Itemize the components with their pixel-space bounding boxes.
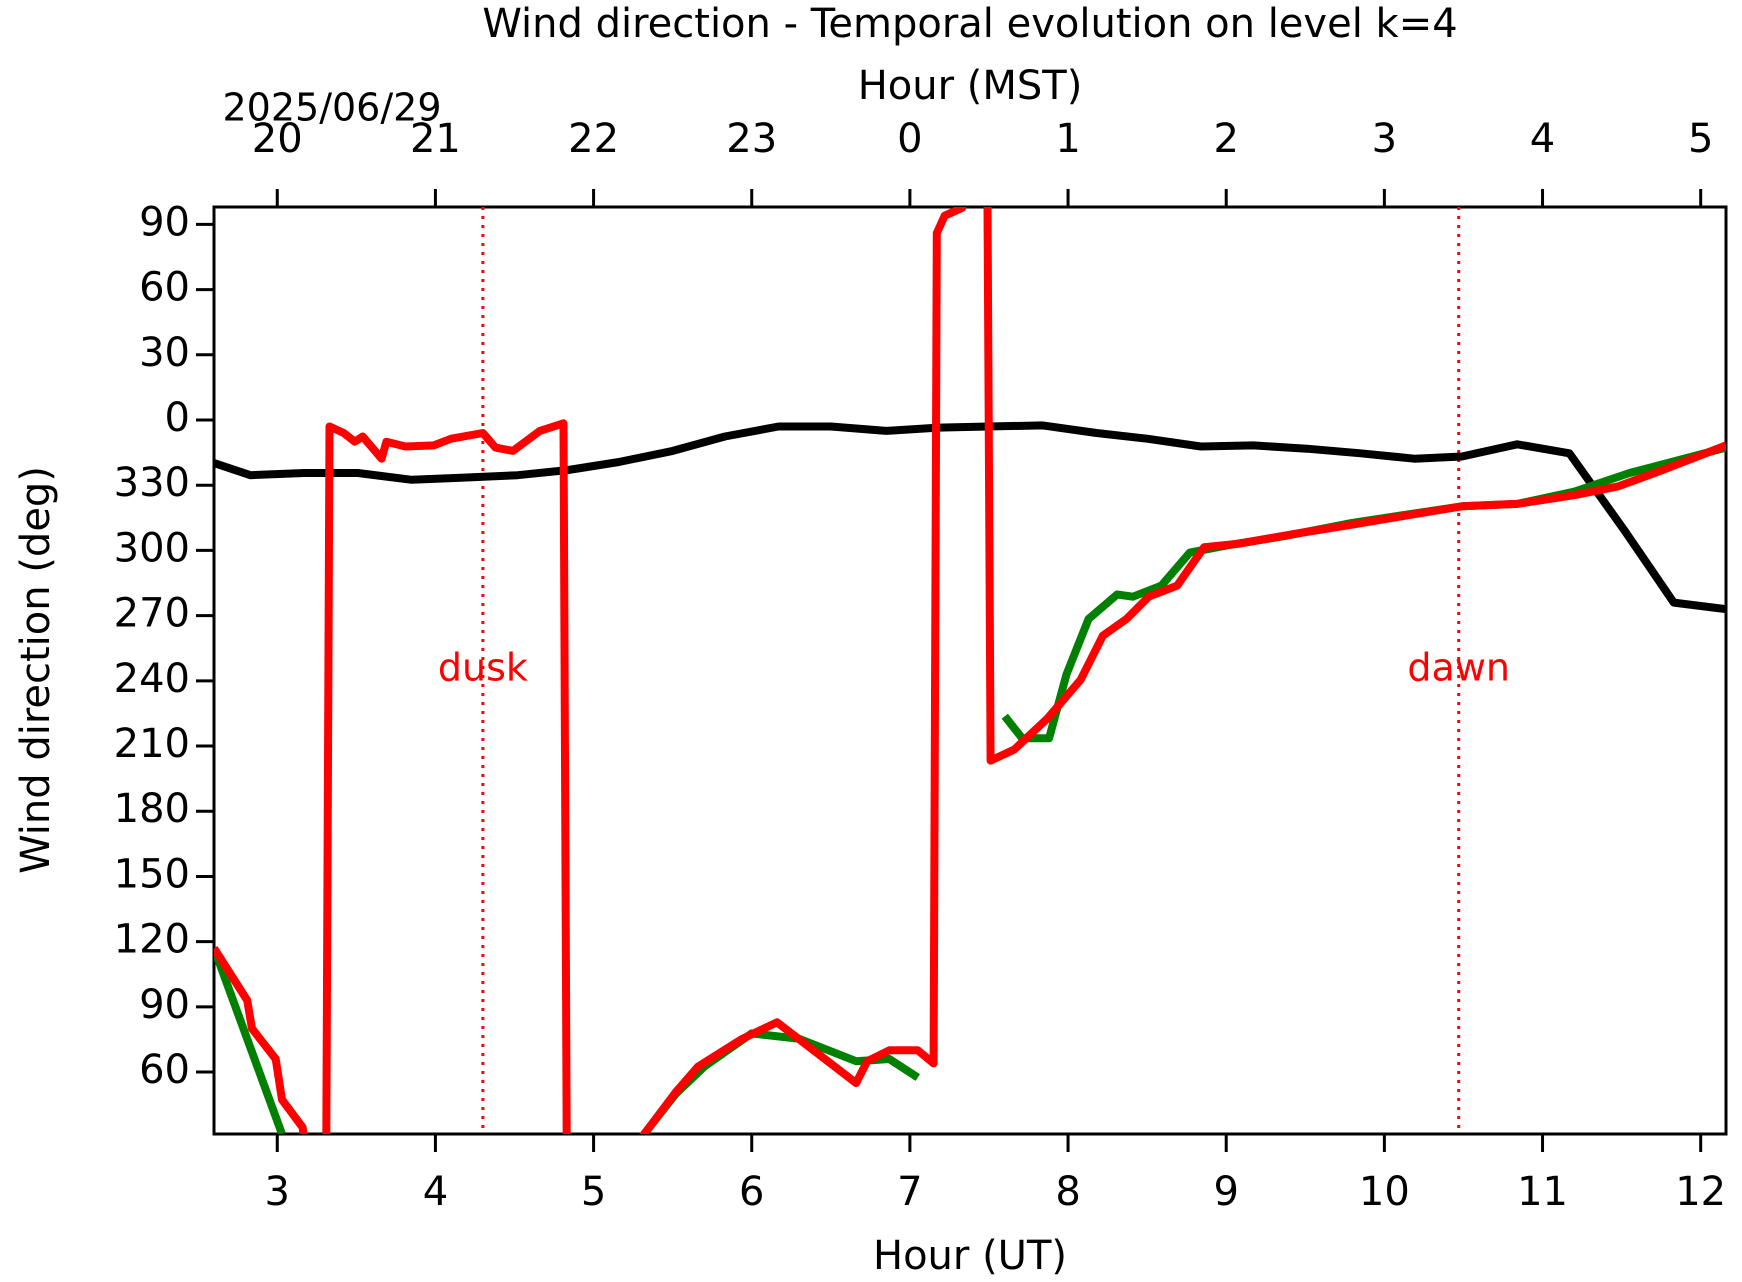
y-tick-label: 270 (114, 591, 190, 637)
y-tick-label: 90 (139, 199, 190, 245)
plot-area (214, 207, 1726, 1134)
top-x-tick-label: 4 (1530, 116, 1555, 162)
y-tick-label: 0 (165, 395, 190, 441)
marker-label: dusk (438, 646, 528, 690)
y-tick-label: 180 (114, 786, 190, 832)
top-x-tick-label: 5 (1688, 116, 1713, 162)
chart-title: Wind direction - Temporal evolution on l… (482, 1, 1457, 47)
x-tick-label: 4 (423, 1169, 448, 1215)
series-line (214, 443, 1726, 1134)
top-x-tick-label: 1 (1055, 116, 1080, 162)
x-tick-label: 8 (1055, 1169, 1080, 1215)
top-x-tick-label: 20 (252, 116, 303, 162)
top-x-tick-label: 22 (568, 116, 619, 162)
series-line (214, 207, 1726, 1134)
top-x-tick-label: 23 (726, 116, 777, 162)
x-tick-label: 6 (739, 1169, 764, 1215)
y-tick-label: 150 (114, 851, 190, 897)
y-tick-label: 30 (139, 330, 190, 376)
x-tick-label: 12 (1675, 1169, 1726, 1215)
y-axis-label: Wind direction (deg) (13, 466, 59, 874)
date-label: 2025/06/29 (222, 86, 441, 130)
x-tick-label: 7 (897, 1169, 922, 1215)
y-tick-label: 60 (139, 1047, 190, 1093)
y-tick-label: 330 (114, 460, 190, 506)
y-tick-label: 60 (139, 265, 190, 311)
y-tick-label: 210 (114, 721, 190, 767)
y-tick-label: 120 (114, 917, 190, 963)
top-x-tick-label: 3 (1372, 116, 1397, 162)
top-x-tick-label: 0 (897, 116, 922, 162)
x-tick-label: 5 (581, 1169, 606, 1215)
x-tick-label: 9 (1213, 1169, 1238, 1215)
x-tick-label: 10 (1359, 1169, 1410, 1215)
x-tick-label: 11 (1517, 1169, 1568, 1215)
top-axis-label: Hour (MST) (858, 63, 1083, 109)
top-x-tick-label: 21 (410, 116, 461, 162)
marker-label: dawn (1407, 646, 1510, 690)
series-line (214, 421, 1726, 614)
y-tick-label: 300 (114, 525, 190, 571)
top-x-tick-label: 2 (1213, 116, 1238, 162)
y-tick-label: 240 (114, 656, 190, 702)
x-tick-label: 3 (265, 1169, 290, 1215)
y-tick-label: 90 (139, 982, 190, 1028)
plot-frame (212, 205, 1728, 1136)
x-axis-label: Hour (UT) (873, 1233, 1067, 1279)
